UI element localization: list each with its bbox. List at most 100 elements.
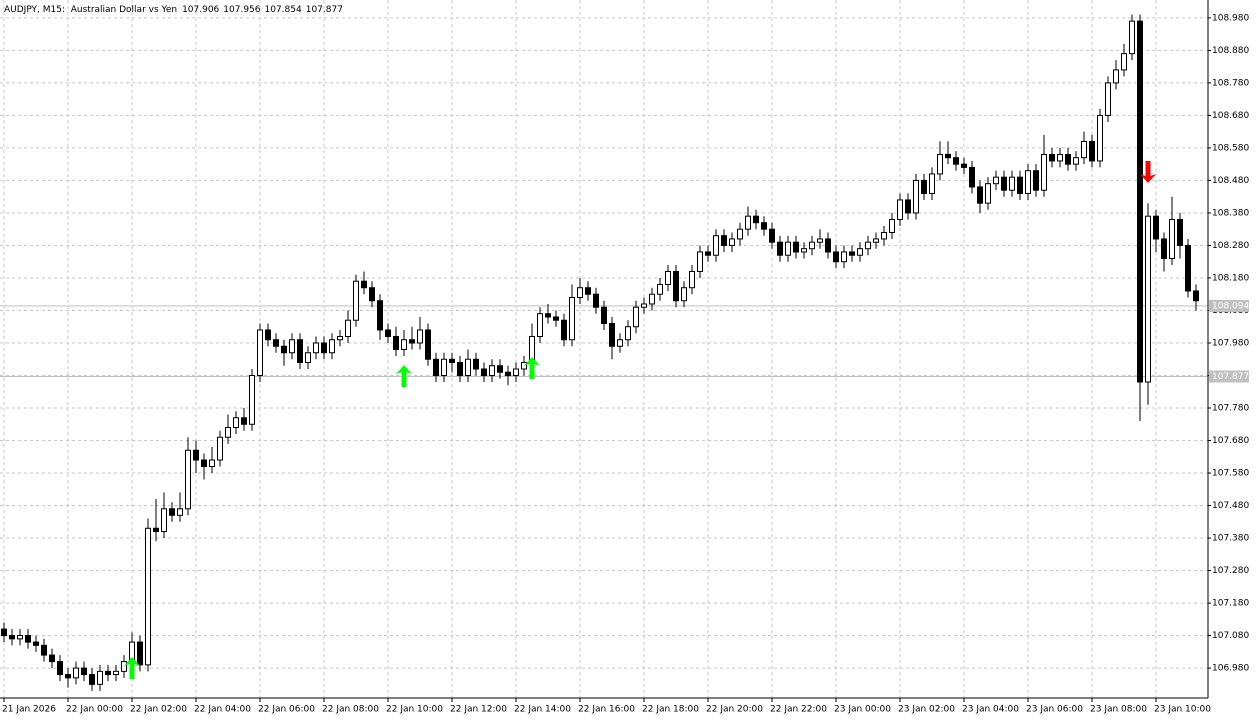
candle-body <box>1177 218 1183 246</box>
y-tick-label: 107.780 <box>1212 404 1249 414</box>
candle-body <box>1 628 7 637</box>
candle-body <box>449 358 455 363</box>
candle-body <box>433 358 439 376</box>
candle-body <box>545 313 551 318</box>
candle-body <box>641 303 647 308</box>
candle-body <box>705 251 711 256</box>
candle-body <box>1145 215 1151 383</box>
candle-body <box>209 459 215 468</box>
x-tick-label: 23 Jan 10:00 <box>1154 705 1211 715</box>
x-tick-label: 22 Jan 06:00 <box>258 705 315 715</box>
low-price: 107.854 <box>265 5 302 15</box>
candle-body <box>913 179 919 214</box>
candle-body <box>297 339 303 363</box>
candle-body <box>745 215 751 230</box>
candle-body <box>217 436 223 461</box>
candle-body <box>625 326 631 341</box>
candle-body <box>1057 153 1063 162</box>
candle-body <box>585 287 591 295</box>
candle-body <box>1025 170 1031 194</box>
candle-body <box>577 287 583 298</box>
candle-body <box>505 371 511 376</box>
candle-body <box>1153 215 1159 240</box>
candle-body <box>329 339 335 354</box>
y-tick-label: 108.480 <box>1212 176 1249 186</box>
y-tick-label: 108.580 <box>1212 143 1249 153</box>
y-tick-label: 107.280 <box>1212 566 1249 576</box>
candle-body <box>1129 20 1135 55</box>
x-tick-label: 22 Jan 22:00 <box>770 705 827 715</box>
candle-body <box>257 329 263 376</box>
candle-body <box>1081 140 1087 159</box>
candle-body <box>241 417 247 425</box>
price-label: 107.877 <box>1212 372 1249 382</box>
candle-body <box>1137 20 1143 383</box>
candle-body <box>841 251 847 263</box>
candle-body <box>265 329 271 341</box>
candle-body <box>721 235 727 246</box>
x-tick-label: 23 Jan 08:00 <box>1090 705 1147 715</box>
candle-body <box>289 339 295 354</box>
plot <box>1 14 1199 691</box>
candle-body <box>1065 153 1071 165</box>
candle-body <box>121 661 127 672</box>
candle-body <box>921 179 927 194</box>
candle-body <box>593 293 599 308</box>
candle-body <box>521 361 527 370</box>
x-tick-label: 22 Jan 10:00 <box>386 705 443 715</box>
price-label: 108.094 <box>1212 301 1249 311</box>
candle-body <box>905 199 911 214</box>
candle-body <box>881 231 887 240</box>
x-tick-label: 22 Jan 16:00 <box>578 705 635 715</box>
candle-body <box>1001 176 1007 191</box>
candle-body <box>1121 53 1127 71</box>
candle-body <box>113 670 119 676</box>
candle-body <box>825 238 831 253</box>
candle-body <box>161 508 167 533</box>
y-tick-label: 107.080 <box>1212 631 1249 641</box>
candle-body <box>665 270 671 285</box>
candle-body <box>537 313 543 337</box>
candle-body <box>321 342 327 354</box>
y-tick-label: 108.780 <box>1212 78 1249 88</box>
candle-body <box>1161 238 1167 259</box>
candle-body <box>73 667 79 679</box>
candle-body <box>1089 140 1095 162</box>
candle-body <box>169 508 175 516</box>
candle-body <box>657 283 663 295</box>
candle-body <box>681 287 687 302</box>
candle-body <box>985 183 991 204</box>
candle-body <box>553 316 559 321</box>
grid <box>0 0 1208 698</box>
candle-body <box>249 374 255 425</box>
candle-body <box>177 508 183 516</box>
candle-body <box>1193 290 1199 302</box>
candle-body <box>729 238 735 246</box>
candle-body <box>417 329 423 344</box>
candle-body <box>17 635 23 640</box>
high-price: 107.956 <box>223 5 260 15</box>
candle-body <box>65 674 71 679</box>
candle-body <box>233 417 239 429</box>
candle-body <box>57 661 63 676</box>
candle-body <box>193 449 199 461</box>
candle-body <box>801 248 807 253</box>
candle-body <box>889 218 895 233</box>
y-tick-label: 108.880 <box>1212 46 1249 56</box>
candle-body <box>377 300 383 331</box>
candle-body <box>1049 153 1055 162</box>
candle-body <box>137 641 143 666</box>
candle-body <box>89 674 95 685</box>
candle-body <box>513 368 519 376</box>
close-price: 107.877 <box>306 5 343 15</box>
y-tick-label: 108.180 <box>1212 273 1249 283</box>
candle-body <box>97 670 103 685</box>
price-label-box <box>1209 299 1249 312</box>
candle-body <box>809 241 815 250</box>
candle-body <box>441 358 447 376</box>
candle-body <box>465 358 471 376</box>
candle-body <box>713 235 719 256</box>
candle-body <box>649 293 655 305</box>
x-tick-label: 23 Jan 06:00 <box>1026 705 1083 715</box>
candle-body <box>769 228 775 243</box>
